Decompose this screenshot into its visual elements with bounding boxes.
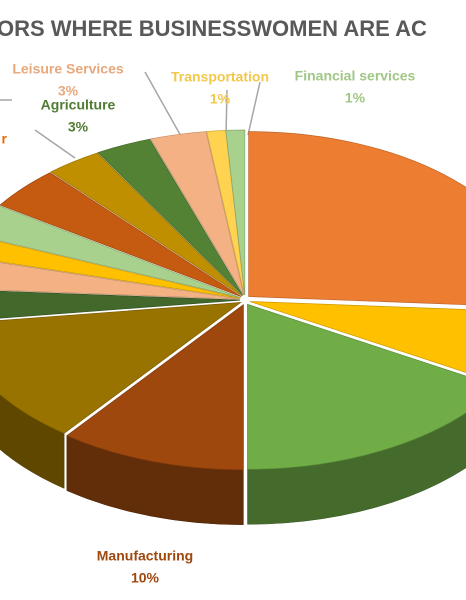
data-label-name: Financial services [295, 68, 416, 84]
leader-line [34, 129, 76, 159]
slice [0, 262, 241, 300]
data-label-name: Leisure Services [12, 61, 124, 77]
slice [97, 138, 244, 296]
slice [0, 290, 241, 319]
leader-line [225, 89, 228, 137]
slice [0, 205, 241, 298]
slice [248, 131, 466, 306]
leader-lines [0, 71, 261, 159]
slice [0, 302, 242, 434]
data-label-value: 10% [131, 570, 160, 586]
data-label-value: 1% [345, 90, 366, 106]
data-label-value: 1% [210, 91, 231, 107]
slice [249, 301, 466, 373]
data-label-name: Manufacturing [97, 548, 193, 564]
pie-tops [0, 129, 466, 471]
data-label-value: 3% [68, 119, 89, 135]
data-label-name: Agriculture [41, 97, 116, 113]
leader-line [247, 81, 261, 136]
slice [247, 303, 466, 470]
slice [150, 131, 245, 296]
slice [225, 129, 246, 296]
data-label-name: r [2, 131, 8, 147]
data-label-value: 3% [58, 83, 79, 99]
slice [66, 304, 244, 471]
chart-title: ORS WHERE BUSINESSWOMEN ARE AC [0, 16, 427, 41]
slice [0, 172, 242, 298]
leader-line [144, 71, 183, 139]
slice [50, 152, 243, 297]
data-label-name: Transportation [171, 69, 269, 85]
